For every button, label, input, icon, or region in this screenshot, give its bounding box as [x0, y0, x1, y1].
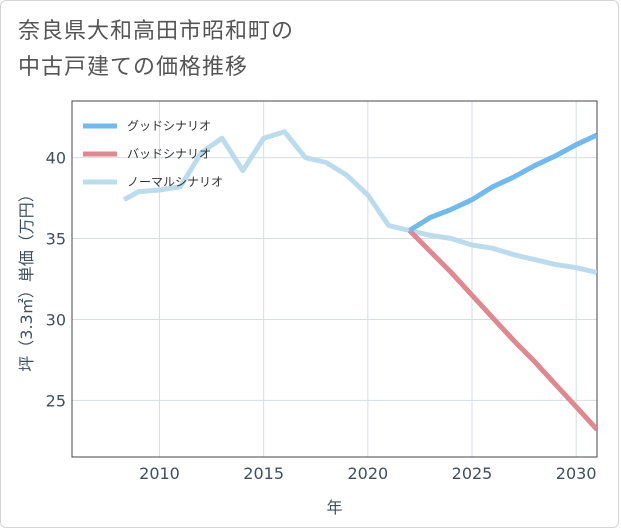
y-tick-label-35: 35 [46, 230, 66, 249]
tick-labels: 2010 2015 2020 2025 2030 25 30 35 40 [46, 149, 597, 483]
series-line-0 [408, 132, 597, 233]
legend-label-0: グッドシナリオ [127, 119, 211, 133]
x-axis-title: 年 [326, 498, 342, 517]
series-lines [122, 129, 597, 432]
x-tick-label-2010: 2010 [139, 464, 180, 483]
grid-lines [72, 101, 597, 457]
chart-title: 奈良県大和高田市昭和町の 中古戸建ての価格推移 [18, 14, 294, 86]
x-tick-label-2015: 2015 [243, 464, 284, 483]
x-tick-label-2020: 2020 [347, 464, 388, 483]
legend-label-1: バッドシナリオ [127, 147, 211, 161]
series-line-1 [407, 228, 597, 432]
series-line-2 [122, 129, 597, 275]
chart-title-line-2: 中古戸建ての価格推移 [18, 55, 249, 80]
y-tick-label-30: 30 [46, 310, 66, 329]
plot-area [71, 100, 598, 458]
y-tick-label-25: 25 [46, 391, 66, 410]
y-tick-label-40: 40 [46, 149, 66, 168]
x-tick-label-2025: 2025 [452, 464, 493, 483]
chart-title-line-1: 奈良県大和高田市昭和町の [18, 19, 295, 44]
y-axis-title: 坪（3.3㎡）単価（万円） [17, 186, 36, 371]
legend-label-2: ノーマルシナリオ [127, 175, 223, 189]
x-tick-label-2030: 2030 [556, 464, 597, 483]
